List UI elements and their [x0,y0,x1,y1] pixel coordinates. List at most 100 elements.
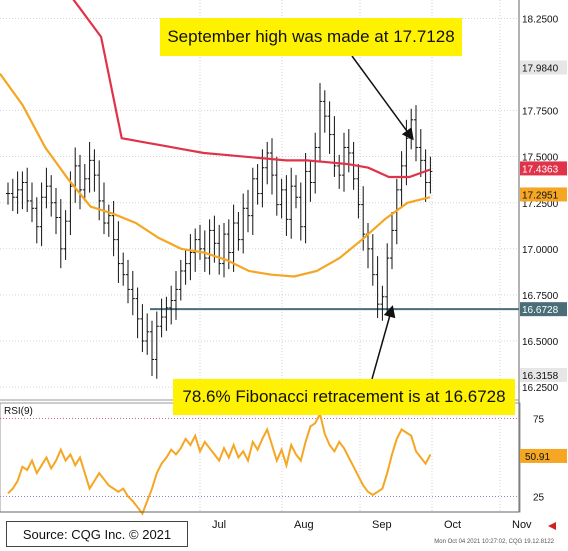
price-bar [212,215,217,263]
y-tick-label: 17.2500 [522,199,559,210]
price-bar [414,105,418,162]
price-bar [428,156,433,194]
x-tick-label: Oct [444,519,461,531]
price-bar [318,82,322,162]
rsi-tick-label: 25 [533,492,545,503]
price-bar [342,132,346,192]
price-bar [58,199,63,269]
arrow-to-high [351,55,414,141]
price-bar [236,211,241,251]
timestamp-label: Mon Oct 04 2021 10:27:02, CQG 19.12.8122 [434,539,554,545]
price-bar [337,154,342,189]
last-low-label: 16.3158 [522,371,559,382]
price-bar [140,304,145,353]
price-bar [78,154,82,210]
price-bar [222,223,226,278]
price-bar [92,149,97,192]
last-high-label-bg [520,60,567,75]
last-high-label: 17.9840 [522,63,559,74]
price-bar [30,182,34,223]
y-tick-label: 18.2500 [522,14,559,25]
price-bar [313,132,318,194]
x-tick-label: Aug [294,519,314,531]
source-label: Source: CQG Inc. © 2021 [6,521,188,547]
price-bar [111,200,116,257]
orange-ma-value-label-bg [520,187,567,202]
x-tick-label: Jul [212,519,226,531]
orange-moving-average [0,73,431,278]
red-ma-value-label: 17.4363 [522,164,559,175]
price-bar [289,167,294,239]
price-bar [294,175,298,209]
last-low-label-bg [520,367,567,382]
price-bar [169,285,174,325]
price-bar [332,116,337,177]
price-bar [159,298,164,338]
y-tick-label: 16.5000 [522,337,559,348]
rsi-value-label: 50.91 [525,452,550,463]
price-bar [145,313,150,355]
price-bar [6,182,10,205]
annotation-september-high: September high was made at 17.7128 [160,18,462,56]
price-bar [135,287,140,339]
price-bar [246,189,250,233]
price-bar [202,230,207,272]
price-bar [241,193,246,254]
price-bar [231,204,236,272]
price-bar [423,149,428,202]
price-bar [375,256,380,318]
price-bar [198,224,202,260]
rsi-panel [0,402,521,513]
fib-level-label-bg [520,302,567,317]
price-bar [174,270,178,320]
arrow-to-fib [371,305,396,380]
price-bar [303,152,308,244]
price-bar [116,221,121,283]
x-tick-label: Nov [512,519,532,531]
price-bar [49,175,54,217]
price-bar [255,164,260,205]
price-bar [188,234,193,281]
scroll-arrow-icon [548,522,556,530]
rsi-line [7,411,432,516]
annotation-fibonacci-level: 78.6% Fibonacci retracement is at 16.672… [173,379,515,415]
price-bar [54,188,58,235]
price-bar [25,167,30,212]
price-bar [327,101,332,154]
price-bar [130,270,135,316]
price-bar [322,90,327,133]
price-bar [102,182,106,235]
y-tick-label: 16.2500 [522,383,559,394]
price-bar [126,259,130,304]
price-bar [284,175,289,236]
price-bar [270,138,274,195]
rsi-tick-label: 75 [533,415,545,426]
price-bar [39,182,44,247]
price-bar [82,164,87,201]
price-bar [164,296,169,331]
price-bar [106,204,111,237]
price-bar [265,141,270,185]
price-bar [121,252,126,286]
y-tick-label: 17.0000 [522,245,559,256]
price-bar [15,171,20,214]
rsi-value-bg [520,448,567,463]
price-bar [274,156,279,216]
price-bar [183,248,188,285]
price-bar [279,178,284,219]
y-tick-label: 17.7500 [522,107,559,118]
price-bar [356,164,361,219]
fib-level-label: 16.6728 [522,305,559,316]
price-bar [34,197,39,244]
orange-ma-value-label: 17.2951 [522,190,559,201]
price-bar [217,224,222,275]
price-bar [385,243,390,317]
price-bar [308,160,313,202]
price-bar [44,167,49,209]
price-bar [20,171,25,210]
price-bar [178,259,183,301]
price-bar [399,151,404,207]
price-panel [0,0,520,400]
price-bar [370,234,375,286]
price-bar [298,182,303,241]
